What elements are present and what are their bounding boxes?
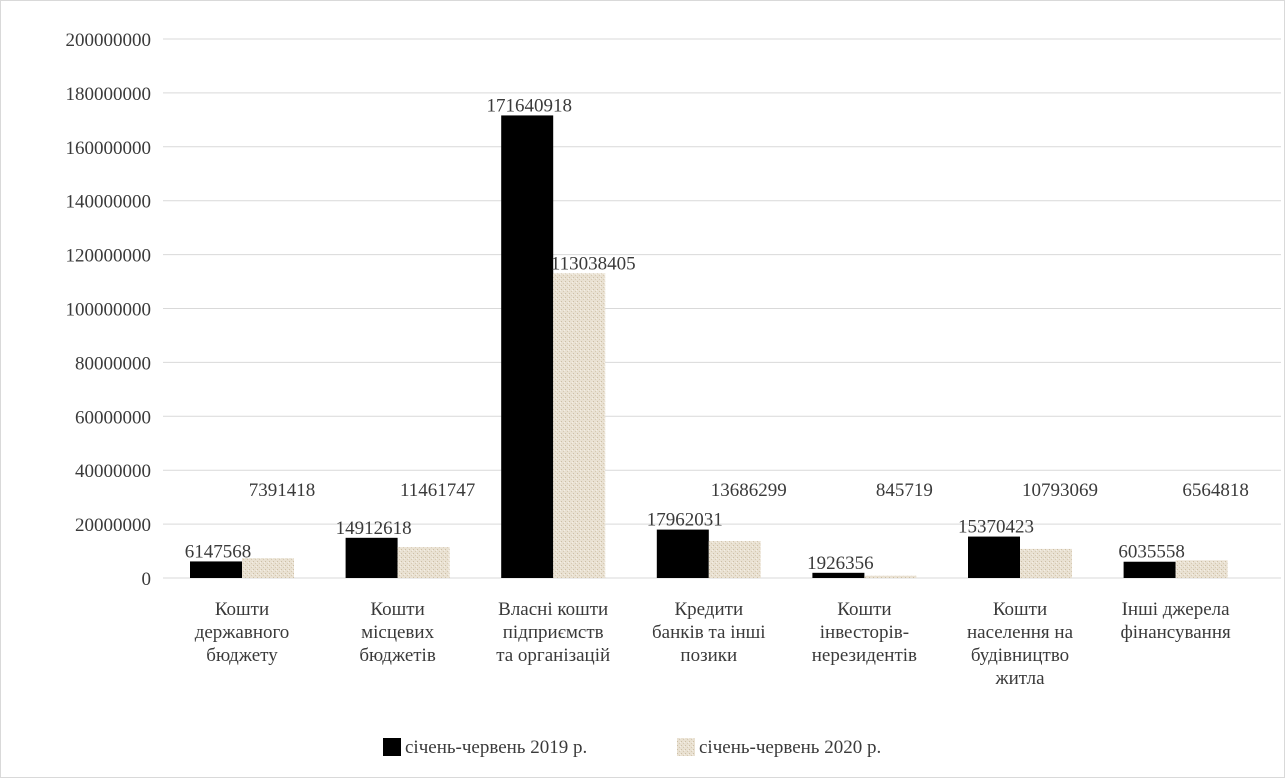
data-label-2020: 10793069: [1022, 480, 1098, 501]
bar-2020: [242, 558, 294, 578]
legend-swatch-2020: [677, 738, 695, 756]
bar-2020: [708, 541, 761, 578]
data-label-2019: 14912618: [336, 518, 412, 539]
category-label: нерезидентів: [812, 645, 917, 666]
category-label: бюджетів: [359, 645, 435, 666]
category-label: державного: [195, 622, 290, 643]
category-label: Власні кошти: [498, 599, 608, 620]
bar-2019: [1123, 561, 1176, 578]
y-tick-label: 140000000: [66, 192, 152, 213]
bar-2019: [345, 537, 398, 578]
bar-2020: [1020, 548, 1072, 578]
bar-2020: [864, 575, 917, 578]
category-label: будівництво: [971, 645, 1069, 666]
y-tick-label: 120000000: [66, 246, 152, 267]
category-label: Кошти: [837, 599, 891, 620]
legend: січень-червень 2019 р. січень-червень 202…: [383, 737, 881, 758]
y-tick-label: 60000000: [75, 407, 151, 428]
data-label-2019: 1926356: [807, 553, 874, 574]
category-labels: КоштидержавногобюджетуКоштимісцевихбюдже…: [195, 599, 1231, 689]
data-label-2019: 171640918: [486, 95, 572, 116]
bar-2019: [501, 115, 554, 578]
category-label: місцевих: [361, 622, 434, 643]
y-tick-label: 160000000: [66, 138, 152, 159]
legend-label-2019: січень-червень 2019 р.: [405, 737, 587, 758]
category-label: банків та інші: [652, 622, 766, 643]
y-tick-label: 200000000: [66, 30, 152, 51]
bar-2020: [1175, 560, 1228, 578]
y-tick-label: 20000000: [75, 515, 151, 536]
data-label-2020: 845719: [876, 480, 933, 501]
category-label: Кошти: [993, 599, 1047, 620]
category-label: Кошти: [370, 599, 424, 620]
data-label-2020: 6564818: [1182, 480, 1249, 501]
data-label-2020: 7391418: [249, 480, 316, 501]
category-label: фінансування: [1120, 622, 1231, 643]
category-label: Інші джерела: [1122, 599, 1231, 620]
bars: [190, 115, 1228, 578]
y-tick-label: 80000000: [75, 353, 151, 374]
category-label: житла: [994, 668, 1045, 689]
y-tick-label: 180000000: [66, 84, 152, 105]
category-label: бюджету: [206, 645, 278, 666]
data-label-2019: 6147568: [185, 541, 252, 562]
category-label: інвесторів-: [820, 622, 909, 643]
bar-2019: [656, 529, 709, 578]
data-label-2019: 6035558: [1118, 542, 1185, 563]
category-label: населення на: [967, 622, 1074, 643]
category-label: позики: [680, 645, 737, 666]
bar-2020: [553, 273, 606, 578]
data-label-2020: 11461747: [400, 480, 475, 501]
data-label-2020: 13686299: [711, 480, 787, 501]
data-label-2019: 17962031: [647, 510, 723, 531]
y-tick-label: 40000000: [75, 461, 151, 482]
y-axis-ticks: 0 20000000 40000000 60000000 80000000 1000000…: [66, 30, 152, 590]
legend-swatch-2019: [383, 738, 401, 756]
bar-2019: [968, 536, 1020, 578]
legend-label-2020: січень-червень 2020 р.: [699, 737, 881, 758]
category-label: та організацій: [496, 645, 610, 666]
category-label: Кредити: [674, 599, 743, 620]
data-labels: 6147568 7391418 14912618 11461747 171640918 1…: [185, 95, 1249, 573]
bar-2019: [190, 561, 242, 578]
category-label: Кошти: [215, 599, 269, 620]
data-label-2019: 15370423: [958, 517, 1034, 538]
bar-2019: [812, 572, 865, 578]
y-tick-label: 100000000: [66, 300, 152, 321]
y-tick-label: 0: [142, 569, 152, 590]
data-label-2020: 113038405: [551, 253, 636, 274]
bar-2020: [397, 547, 450, 578]
category-label: підприємств: [503, 622, 604, 643]
